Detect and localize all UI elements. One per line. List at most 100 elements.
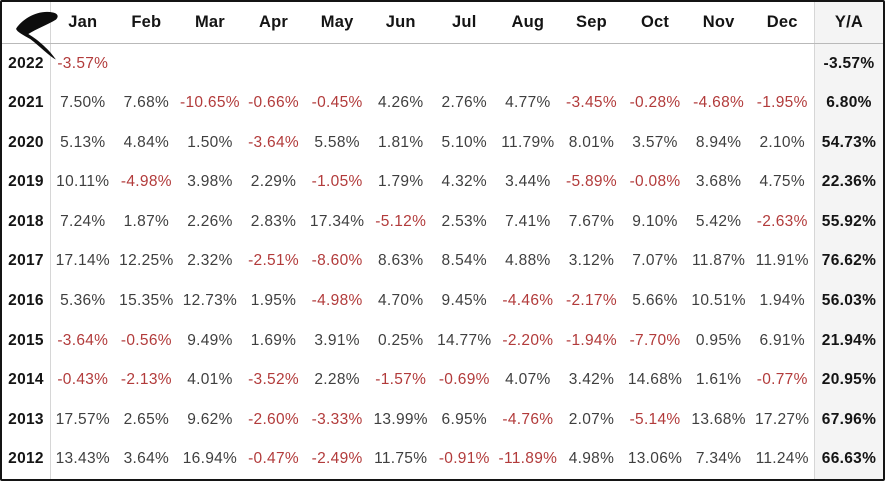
cell-jul: -0.69% bbox=[438, 371, 490, 389]
cell-mar: 3.98% bbox=[187, 173, 233, 191]
cell-ya: 56.03% bbox=[813, 281, 883, 321]
cell-aug: 3.44% bbox=[505, 173, 551, 191]
cell-sep: 7.67% bbox=[568, 212, 615, 230]
year-label: 2012 bbox=[2, 439, 51, 479]
cell-jul: 6.95% bbox=[441, 410, 487, 428]
cell-feb: 4.84% bbox=[123, 133, 170, 151]
cell-nov: 0.95% bbox=[695, 331, 742, 349]
cell-jun: 1.81% bbox=[377, 133, 424, 151]
cell-jul: 5.10% bbox=[441, 133, 487, 151]
cell-may: 3.91% bbox=[314, 331, 360, 349]
column-header-jul: Jul bbox=[452, 13, 477, 31]
column-header-dec: Dec bbox=[766, 13, 798, 31]
cell-nov: 13.68% bbox=[691, 410, 746, 428]
cell-mar: 4.01% bbox=[187, 371, 233, 389]
year-label: 2022 bbox=[2, 44, 51, 84]
cell-aug: 11.79% bbox=[501, 133, 555, 151]
cell-aug bbox=[496, 44, 560, 84]
cell-dec: 4.75% bbox=[759, 173, 805, 191]
cell-jul: 8.54% bbox=[441, 252, 487, 270]
table-row-2015: 2015 -3.64% -0.56% 9.49% 1.69% 3.91% 0.25% 14.7… bbox=[2, 320, 883, 361]
cell-feb: 2.65% bbox=[123, 410, 170, 428]
cell-dec: 1.94% bbox=[759, 292, 805, 310]
table-row-2013: 2013 17.57% 2.65% 9.62% -2.60% -3.33% 13.99% 6.… bbox=[2, 399, 883, 440]
cell-nov: 3.68% bbox=[695, 173, 742, 191]
cell-jun: 0.25% bbox=[377, 331, 424, 349]
cell-feb: -2.13% bbox=[120, 371, 172, 389]
cell-jul: -0.91% bbox=[438, 450, 490, 468]
cell-oct: -0.08% bbox=[629, 173, 681, 191]
cell-may bbox=[305, 44, 369, 84]
table-row-2018: 2018 7.24% 1.87% 2.26% 2.83% 17.34% -5.12% 2.53… bbox=[2, 202, 883, 242]
column-header-may: May bbox=[320, 13, 354, 31]
cell-jan: -0.43% bbox=[57, 371, 109, 389]
cell-jun: 4.26% bbox=[377, 94, 424, 112]
cell-dec: -1.95% bbox=[756, 94, 808, 112]
cell-feb: 3.64% bbox=[123, 450, 170, 468]
cell-mar: 16.94% bbox=[182, 450, 238, 468]
cell-nov: 8.94% bbox=[695, 133, 742, 151]
cell-aug: -2.20% bbox=[502, 331, 554, 349]
cell-jul bbox=[432, 44, 496, 84]
cell-feb: 12.25% bbox=[119, 252, 174, 270]
cell-oct bbox=[623, 44, 687, 84]
cell-apr: 2.29% bbox=[250, 173, 297, 191]
year-label: 2016 bbox=[2, 281, 51, 321]
cell-apr bbox=[242, 44, 306, 84]
cell-nov: 5.42% bbox=[695, 212, 742, 230]
cell-mar: 1.50% bbox=[187, 133, 233, 151]
cell-oct: -5.14% bbox=[629, 410, 681, 428]
cell-ya: 55.92% bbox=[813, 202, 883, 242]
cell-sep: 3.42% bbox=[568, 371, 615, 389]
table-body: 2022 -3.57% -3.57% 2021 7.50% 7.68% -10.65% -0.… bbox=[2, 44, 883, 479]
cell-nov: 1.61% bbox=[695, 371, 742, 389]
cell-feb: -4.98% bbox=[120, 173, 172, 191]
cell-feb: 15.35% bbox=[119, 292, 174, 310]
cell-apr: -0.47% bbox=[248, 450, 299, 468]
cell-aug: -4.76% bbox=[502, 410, 554, 428]
cell-mar: 2.32% bbox=[187, 252, 233, 270]
cell-oct: -0.28% bbox=[629, 94, 681, 112]
table-row-2022: 2022 -3.57% -3.57% bbox=[2, 44, 883, 84]
cell-jun: 1.79% bbox=[377, 173, 424, 191]
table-row-2020: 2020 5.13% 4.84% 1.50% -3.64% 5.58% 1.81% 5.10%… bbox=[2, 123, 883, 163]
cell-may: 5.58% bbox=[314, 133, 360, 151]
cell-jun: 4.70% bbox=[377, 292, 424, 310]
cell-ya: 20.95% bbox=[813, 360, 883, 400]
cell-may: -2.49% bbox=[311, 450, 363, 468]
cell-jul: 9.45% bbox=[441, 292, 487, 310]
cell-sep: 2.07% bbox=[568, 410, 615, 428]
cell-jul: 2.53% bbox=[441, 212, 487, 230]
cell-jun: 13.99% bbox=[373, 410, 428, 428]
column-header-feb: Feb bbox=[131, 13, 162, 31]
cell-feb: 7.68% bbox=[123, 94, 170, 112]
cell-may: -1.05% bbox=[311, 173, 363, 191]
cell-nov: 10.51% bbox=[691, 292, 746, 310]
cell-apr: -2.60% bbox=[248, 410, 299, 428]
cell-ya: 6.80% bbox=[813, 83, 883, 124]
cell-jan: 17.14% bbox=[55, 252, 110, 270]
table-row-2019: 2019 10.11% -4.98% 3.98% 2.29% -1.05% 1.79% 4.3… bbox=[2, 162, 883, 203]
cell-jun bbox=[369, 44, 433, 84]
year-label: 2019 bbox=[2, 162, 51, 203]
column-header-aug: Aug bbox=[511, 13, 545, 31]
column-header-oct: Oct bbox=[640, 13, 670, 31]
column-header-jan: Jan bbox=[68, 13, 98, 31]
cell-apr: 1.69% bbox=[250, 331, 297, 349]
cell-jul: 2.76% bbox=[441, 94, 487, 112]
cell-may: 17.34% bbox=[309, 212, 365, 230]
cell-mar bbox=[178, 44, 242, 84]
column-header-ya: Y/A bbox=[813, 2, 883, 43]
cell-dec: -2.63% bbox=[756, 212, 808, 230]
cell-jun: -5.12% bbox=[375, 212, 427, 230]
cell-jan: 10.11% bbox=[56, 173, 110, 191]
cell-oct: 7.07% bbox=[632, 252, 678, 270]
cell-dec: 17.27% bbox=[755, 410, 810, 428]
cell-may: -8.60% bbox=[311, 252, 363, 270]
cell-ya: 67.96% bbox=[813, 399, 883, 440]
column-header-nov: Nov bbox=[702, 13, 735, 31]
cell-oct: 9.10% bbox=[632, 212, 678, 230]
cell-oct: 3.57% bbox=[632, 133, 678, 151]
column-header-jun: Jun bbox=[385, 13, 416, 31]
cell-jan: 17.57% bbox=[55, 410, 110, 428]
